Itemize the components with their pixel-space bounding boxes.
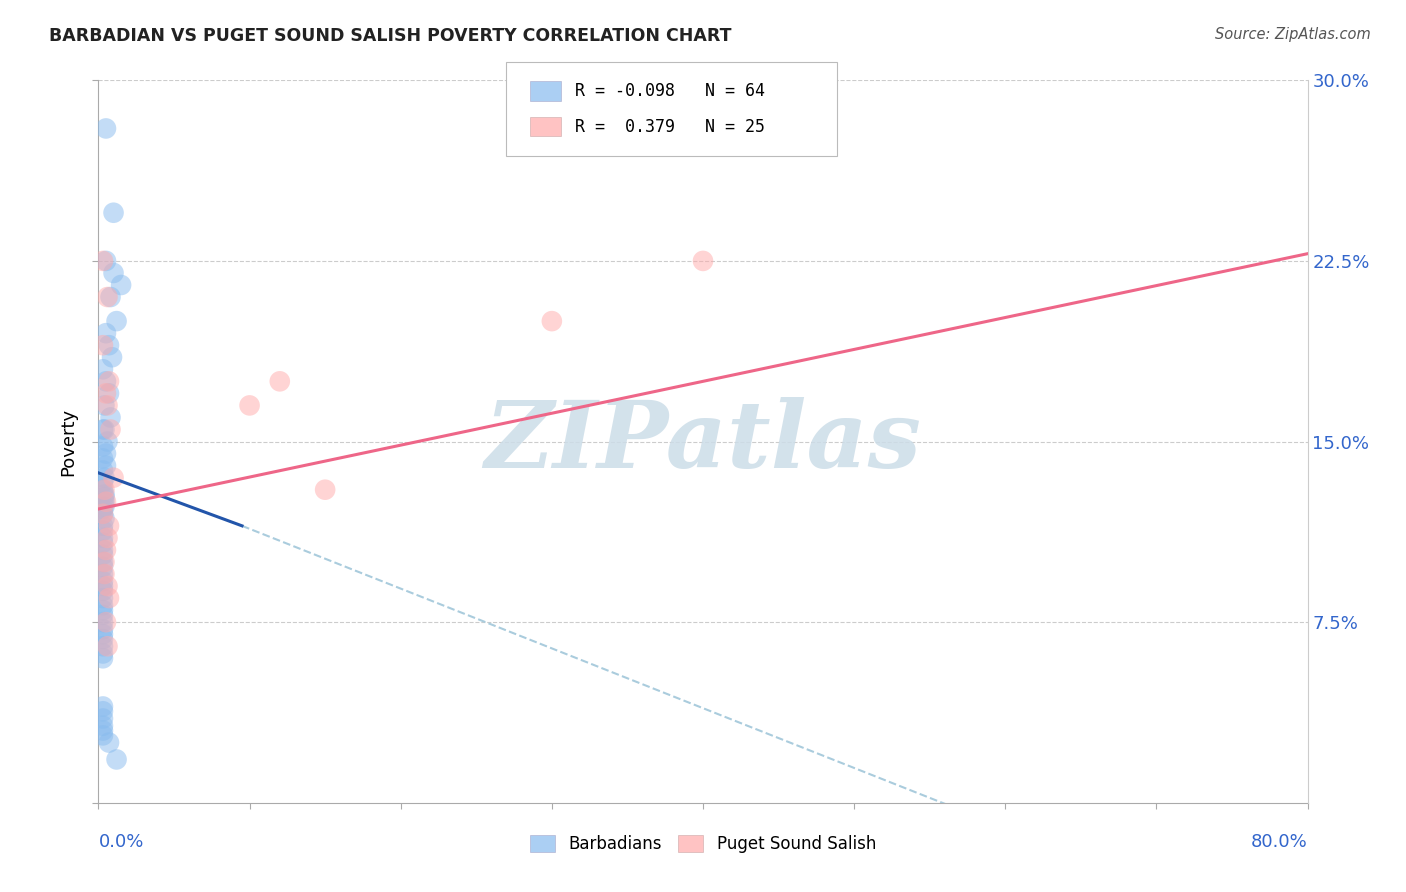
Point [93, 567, 115, 582]
Point [314, 483, 336, 497]
Point [94, 121, 117, 136]
Point [96, 290, 118, 304]
Point [94, 386, 117, 401]
Point [98, 374, 121, 388]
Point [91, 483, 114, 497]
Point [91, 531, 114, 545]
Point [96, 434, 118, 449]
Point [94, 458, 117, 473]
Point [103, 470, 125, 484]
Point [94, 494, 117, 508]
Point [98, 518, 121, 533]
Point [93, 487, 115, 501]
Point [91, 535, 114, 549]
Point [91, 548, 114, 562]
Point [98, 591, 121, 605]
Point [91, 463, 114, 477]
Point [93, 494, 115, 508]
Point [91, 728, 114, 742]
Point [103, 205, 125, 219]
Text: R =  0.379   N = 25: R = 0.379 N = 25 [575, 118, 765, 136]
Point [91, 627, 114, 641]
Point [91, 639, 114, 653]
Point [93, 490, 115, 504]
Point [93, 398, 115, 412]
Point [91, 574, 114, 589]
Point [91, 518, 114, 533]
Point [91, 439, 114, 453]
Text: Source: ZipAtlas.com: Source: ZipAtlas.com [1215, 27, 1371, 42]
Point [94, 326, 117, 340]
Point [91, 542, 114, 557]
Point [100, 422, 122, 436]
Point [91, 567, 114, 582]
Point [96, 579, 118, 593]
Point [91, 719, 114, 733]
Point [93, 483, 115, 497]
Point [91, 704, 114, 718]
Point [692, 253, 714, 268]
Point [94, 542, 117, 557]
Point [91, 559, 114, 574]
Point [94, 615, 117, 630]
Point [91, 555, 114, 569]
Point [91, 599, 114, 613]
Point [96, 639, 118, 653]
Point [98, 735, 121, 749]
Point [91, 632, 114, 646]
Point [91, 615, 114, 630]
Point [91, 253, 114, 268]
Point [93, 511, 115, 525]
Point [91, 603, 114, 617]
Legend: Barbadians, Puget Sound Salish: Barbadians, Puget Sound Salish [523, 828, 883, 860]
Point [93, 555, 115, 569]
Point [94, 253, 117, 268]
Point [91, 338, 114, 352]
Point [269, 374, 291, 388]
Point [93, 500, 115, 514]
Point [94, 446, 117, 460]
Point [91, 422, 114, 436]
Point [100, 290, 122, 304]
Point [96, 531, 118, 545]
Point [105, 314, 128, 328]
Text: ZIPatlas: ZIPatlas [485, 397, 921, 486]
Point [91, 524, 114, 538]
Point [101, 350, 124, 364]
Point [91, 507, 114, 521]
Y-axis label: Poverty: Poverty [59, 408, 77, 475]
Point [94, 374, 117, 388]
Point [91, 451, 114, 466]
Point [96, 398, 118, 412]
Point [91, 723, 114, 738]
Point [91, 502, 114, 516]
Point [239, 398, 262, 412]
Point [91, 623, 114, 637]
Text: R = -0.098   N = 64: R = -0.098 N = 64 [575, 82, 765, 100]
Text: BARBADIAN VS PUGET SOUND SALISH POVERTY CORRELATION CHART: BARBADIAN VS PUGET SOUND SALISH POVERTY … [49, 27, 731, 45]
Point [100, 410, 122, 425]
Point [93, 470, 115, 484]
Point [91, 583, 114, 598]
Point [91, 647, 114, 661]
Point [98, 386, 121, 401]
Point [91, 651, 114, 665]
Point [91, 699, 114, 714]
Point [110, 277, 132, 292]
Point [93, 422, 115, 436]
Point [91, 507, 114, 521]
Point [91, 579, 114, 593]
Point [91, 607, 114, 622]
Text: 0.0%: 0.0% [98, 833, 143, 851]
Text: 80.0%: 80.0% [1251, 833, 1308, 851]
Point [91, 712, 114, 726]
Point [540, 314, 562, 328]
Point [91, 475, 114, 490]
Point [91, 591, 114, 605]
Point [98, 338, 121, 352]
Point [103, 266, 125, 280]
Point [105, 752, 128, 766]
Point [91, 362, 114, 376]
